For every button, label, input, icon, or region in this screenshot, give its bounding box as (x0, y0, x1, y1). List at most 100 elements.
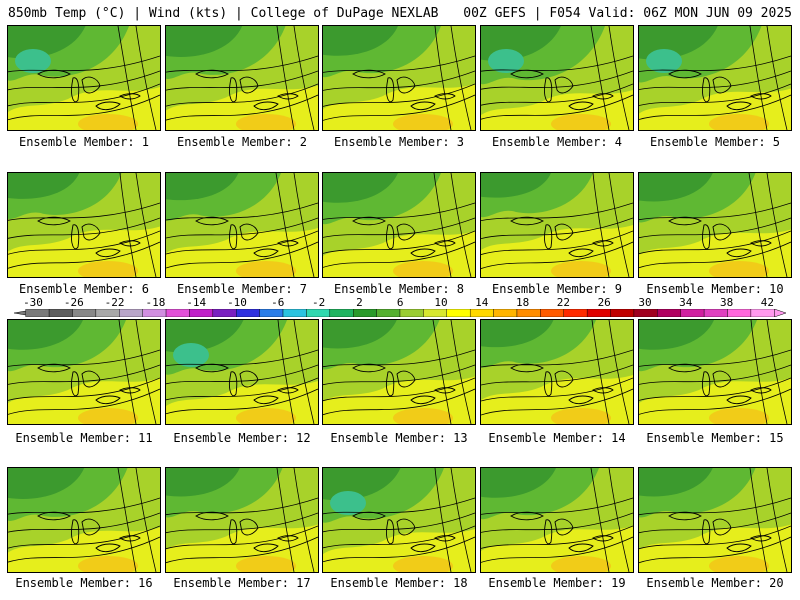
ensemble-member-panel (322, 319, 476, 425)
ensemble-member-label: Ensemble Member: 11 (15, 431, 153, 445)
ensemble-map (323, 173, 475, 277)
colorbar-segment (48, 309, 73, 317)
ensemble-member-panel (638, 172, 792, 278)
ensemble-member-label: Ensemble Member: 6 (18, 282, 150, 296)
colorbar-tick-label: -10 (227, 296, 247, 309)
colorbar-tick-label: 18 (515, 296, 530, 309)
ensemble-map (166, 26, 318, 130)
colorbar-tick-label: -22 (104, 296, 125, 309)
colorbar-tick-label: 34 (679, 296, 693, 309)
colorbar-segment (680, 309, 705, 317)
colorbar-segment (493, 309, 518, 317)
colorbar-segment (703, 309, 728, 317)
ensemble-map (166, 468, 318, 572)
ensemble-member-label: Ensemble Member: 18 (330, 576, 468, 590)
ensemble-map (639, 173, 791, 277)
ensemble-member-label: Ensemble Member: 2 (176, 135, 308, 149)
ensemble-map (323, 468, 475, 572)
ensemble-map (481, 173, 633, 277)
colorbar-tick-label: 22 (556, 296, 571, 309)
ensemble-map (639, 320, 791, 424)
colorbar-tick-label: 2 (356, 296, 363, 309)
colorbar-tick-label: 30 (638, 296, 652, 309)
ensemble-member-label: Ensemble Member: 13 (330, 431, 468, 445)
colorbar-tick-label: 10 (434, 296, 448, 309)
ensemble-map (8, 173, 160, 277)
colorbar-segment (282, 309, 307, 317)
colorbar-segment (189, 309, 214, 317)
colorbar-segment (95, 309, 120, 317)
ensemble-member-label: Ensemble Member: 20 (646, 576, 784, 590)
colorbar-tick-label: -26 (63, 296, 84, 309)
colorbar-segment (212, 309, 237, 317)
ensemble-member-label: Ensemble Member: 16 (15, 576, 153, 590)
ensemble-member-panel (638, 25, 792, 131)
ensemble-member-label: Ensemble Member: 5 (649, 135, 781, 149)
ensemble-member-panel (7, 172, 161, 278)
temperature-colorbar (14, 309, 786, 317)
colorbar-max-arrow (774, 309, 786, 317)
colorbar-segment (119, 309, 143, 317)
ensemble-map (323, 320, 475, 424)
colorbar-segment (236, 309, 260, 317)
ensemble-member-panel (165, 172, 319, 278)
colorbar-tick-label: -18 (145, 296, 166, 309)
ensemble-map (639, 26, 791, 130)
colorbar-segment (399, 309, 424, 317)
ensemble-member-label: Ensemble Member: 15 (646, 431, 784, 445)
ensemble-member-panel (322, 25, 476, 131)
colorbar-tick-label: -6 (271, 296, 285, 309)
colorbar-segment (469, 309, 494, 317)
ensemble-member-label: Ensemble Member: 14 (488, 431, 626, 445)
ensemble-map (481, 26, 633, 130)
ensemble-member-label: Ensemble Member: 8 (333, 282, 465, 296)
colorbar-segment (516, 309, 541, 317)
ensemble-member-panel (165, 319, 319, 425)
model-run-info: 00Z GEFS | F054 Valid: 06Z MON JUN 09 20… (463, 6, 792, 21)
colorbar-segment (610, 309, 635, 317)
ensemble-map (639, 468, 791, 572)
colorbar-segment (329, 309, 354, 317)
colorbar-segment (376, 309, 401, 317)
ensemble-member-label: Ensemble Member: 9 (491, 282, 623, 296)
ensemble-member-panel (480, 319, 634, 425)
colorbar-segment (142, 309, 167, 317)
ensemble-member-label: Ensemble Member: 12 (173, 431, 311, 445)
ensemble-map (8, 320, 160, 424)
colorbar-segment (72, 309, 97, 317)
ensemble-member-panel (322, 467, 476, 573)
ensemble-member-panel (165, 467, 319, 573)
ensemble-map (323, 26, 475, 130)
ensemble-member-label: Ensemble Member: 4 (491, 135, 623, 149)
ensemble-member-panel (7, 467, 161, 573)
colorbar-tick-label: 6 (396, 296, 404, 309)
map-title: 850mb Temp (°C) | Wind (kts) | College o… (8, 6, 439, 21)
colorbar-segment (540, 309, 564, 317)
ensemble-map (481, 468, 633, 572)
colorbar-segment (25, 309, 50, 317)
ensemble-member-panel (638, 319, 792, 425)
colorbar-segment (657, 309, 681, 317)
colorbar-segment (259, 309, 284, 317)
ensemble-map (8, 26, 160, 130)
colorbar-segment (423, 309, 447, 317)
ensemble-member-label: Ensemble Member: 10 (646, 282, 784, 296)
colorbar-tick-label: -2 (311, 296, 326, 309)
ensemble-member-label: Ensemble Member: 19 (488, 576, 626, 590)
ensemble-member-panel (7, 25, 161, 131)
colorbar-segment (353, 309, 377, 317)
ensemble-member-panel (480, 467, 634, 573)
colorbar-segment (306, 309, 331, 317)
colorbar-tick-label: 26 (597, 296, 611, 309)
colorbar-segment (563, 309, 588, 317)
colorbar-tick-label: 14 (475, 296, 489, 309)
colorbar-tick-label: 38 (719, 296, 734, 309)
ensemble-member-panel (7, 319, 161, 425)
ensemble-map (481, 320, 633, 424)
ensemble-member-panel (638, 467, 792, 573)
colorbar-segment (446, 309, 471, 317)
colorbar-segment (165, 309, 190, 317)
ensemble-member-panel (165, 25, 319, 131)
colorbar-segment (586, 309, 611, 317)
colorbar-tick-label: -30 (23, 296, 43, 309)
